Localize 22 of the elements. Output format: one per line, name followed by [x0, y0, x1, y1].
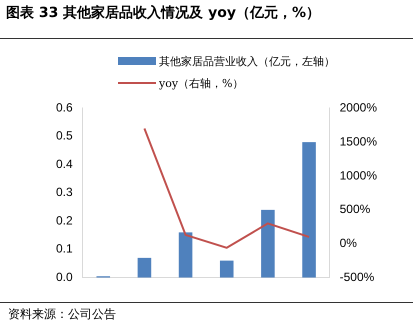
y-tick-label: 0.2: [56, 213, 73, 228]
bar: [178, 232, 192, 278]
y-tick-label: 0.1: [56, 242, 73, 256]
y2-tick-label: 1500%: [340, 134, 378, 148]
bar: [302, 142, 316, 278]
y-tick-label: 0.5: [56, 128, 73, 143]
y2-tick-label: 1000%: [340, 168, 378, 182]
text: 资料来源：公司公告: [8, 306, 116, 323]
y2-tick-label: 0%: [340, 236, 358, 250]
y-tick-label: 0.0: [56, 270, 73, 284]
chart-title: 图表 33 其他家居品收入情况及 yoy（亿元，%）: [6, 4, 320, 22]
y-tick-label: 0.4: [56, 156, 73, 171]
bar: [220, 260, 234, 278]
y2-tick-label: -500%: [340, 270, 375, 284]
y-tick-label: 0.6: [56, 100, 73, 115]
legend-label: 其他家居品营业收入（亿元，左轴）: [159, 54, 335, 68]
y2-tick-label: 500%: [340, 202, 371, 216]
legend-label: yoy（右轴，%）: [159, 76, 244, 90]
y2-tick-label: 2000%: [340, 100, 378, 115]
bar: [138, 258, 152, 278]
bar: [261, 210, 275, 278]
y-tick-label: 0.3: [56, 185, 73, 200]
